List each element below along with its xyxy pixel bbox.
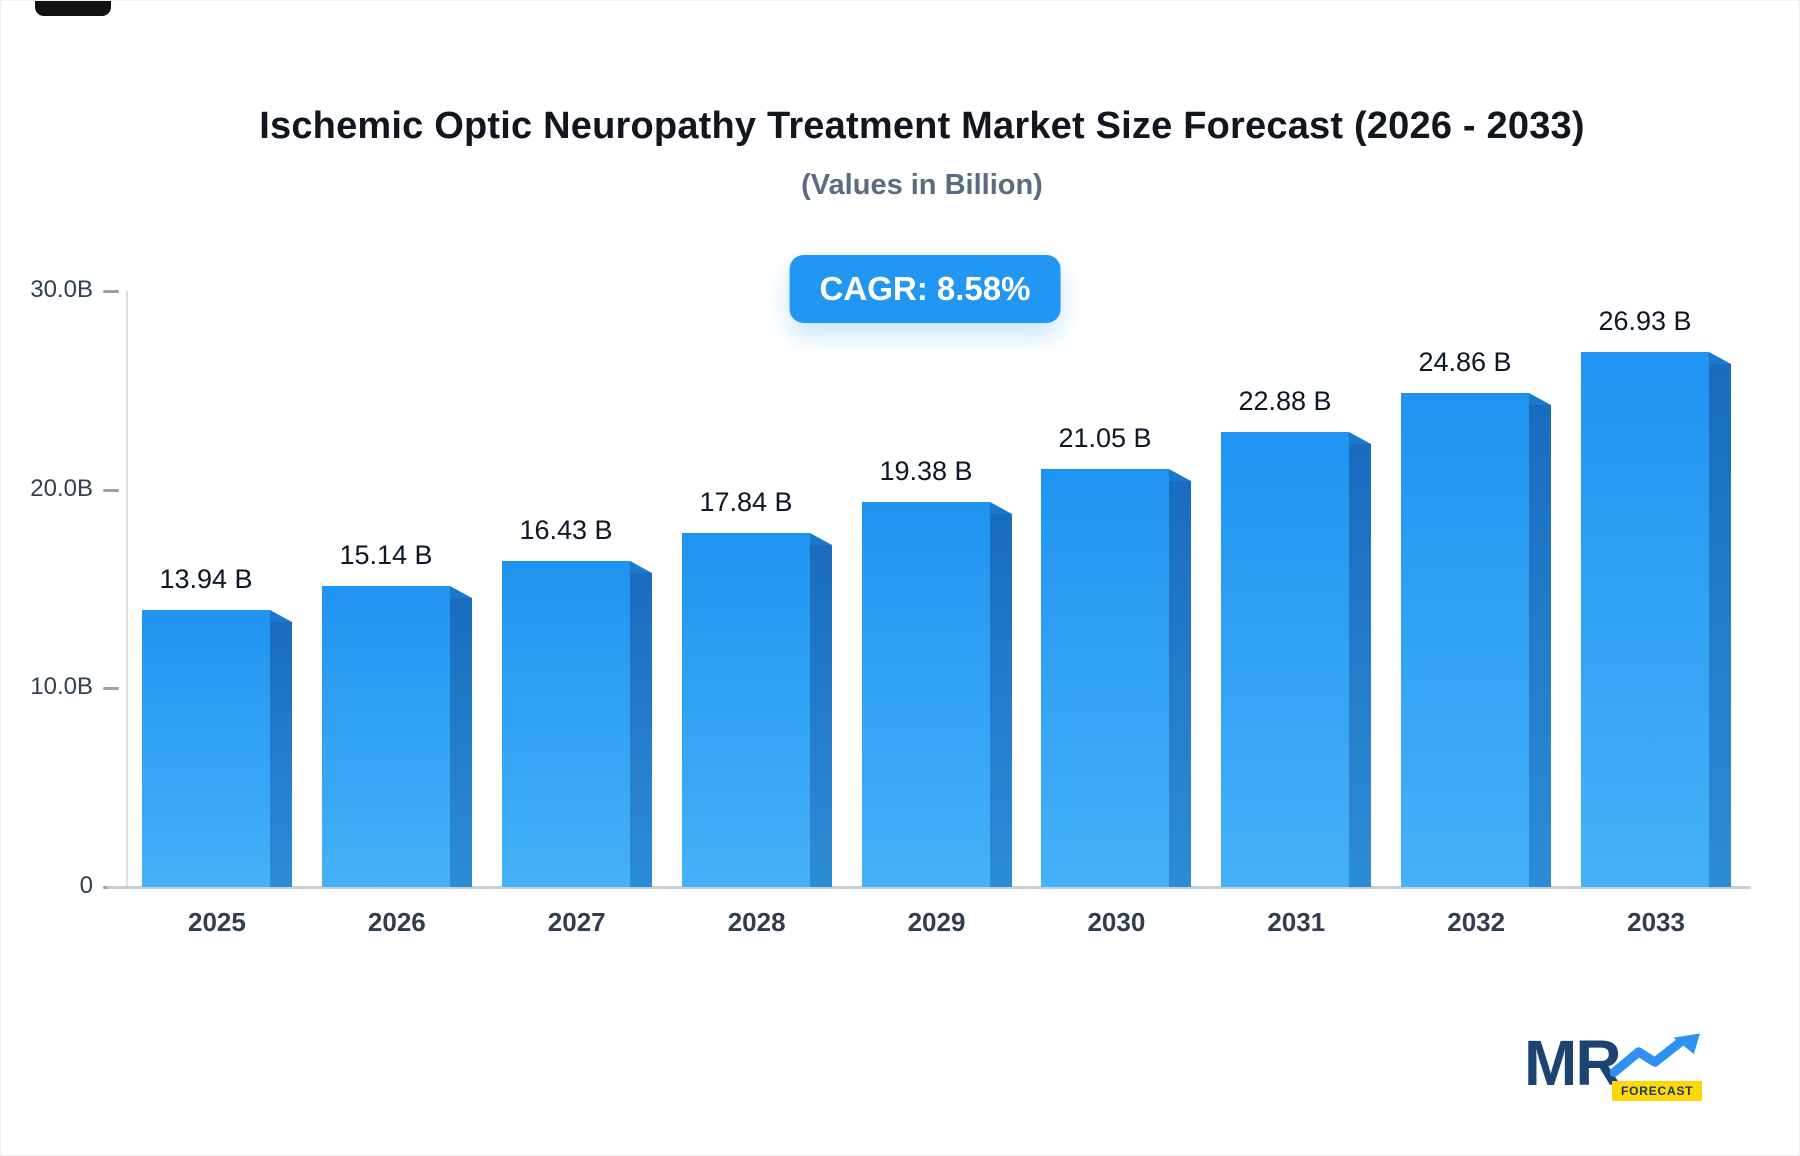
x-tick-label-2025: 2025 — [188, 907, 246, 937]
bar-side-2031 — [1349, 444, 1371, 887]
bar-2032 — [1401, 393, 1529, 887]
y-tick-10.0B — [103, 687, 119, 691]
brand-logo-text: MR — [1524, 1027, 1622, 1099]
bar-value-label-2026: 15.14 B — [339, 540, 433, 570]
bar-side-2032 — [1529, 405, 1551, 887]
bar-bevel-2026 — [450, 586, 472, 598]
bar-2026 — [322, 586, 450, 887]
chart-title: Ischemic Optic Neuropathy Treatment Mark… — [259, 105, 1585, 147]
bar-2027 — [502, 561, 630, 887]
x-tick-label-2027: 2027 — [547, 907, 606, 937]
bar-bevel-2025 — [270, 610, 292, 622]
bar-2030 — [1041, 469, 1169, 887]
bar-side-2027 — [630, 573, 652, 887]
bar-2028 — [682, 533, 810, 887]
bar-side-2030 — [1169, 481, 1191, 887]
y-tick-label-0: 0 — [79, 872, 93, 899]
bar-value-label-2032: 24.86 B — [1418, 347, 1512, 377]
bar-bevel-2029 — [990, 502, 1012, 514]
trend-up-arrow-icon — [1610, 1033, 1700, 1077]
bar-value-label-2030: 21.05 B — [1058, 423, 1152, 453]
y-tick-label-10.0B: 10.0B — [30, 673, 93, 701]
bar-2033 — [1581, 352, 1709, 887]
y-axis-line — [126, 291, 128, 887]
bar-value-label-2027: 16.43 B — [519, 515, 613, 545]
x-tick-label-2028: 2028 — [727, 907, 786, 937]
bar-bevel-2028 — [810, 533, 832, 545]
bar-bevel-2030 — [1169, 469, 1191, 481]
y-tick-label-30.0B: 30.0B — [30, 276, 93, 303]
bar-value-label-2029: 19.38 B — [879, 456, 973, 486]
chart-subtitle: (Values in Billion) — [801, 169, 1043, 201]
top-left-notch — [35, 1, 111, 16]
bar-value-label-2028: 17.84 B — [699, 487, 793, 517]
bar-side-2026 — [450, 598, 472, 887]
x-axis-baseline — [107, 886, 1751, 889]
bar-side-2029 — [990, 514, 1012, 887]
bar-bevel-2033 — [1709, 352, 1731, 364]
bar-bevel-2031 — [1349, 432, 1371, 444]
brand-logo-tagline: FORECAST — [1612, 1081, 1703, 1101]
x-tick-label-2026: 2026 — [367, 907, 426, 937]
bar-side-2025 — [270, 622, 292, 887]
y-tick-label-20.0B: 20.0B — [30, 474, 93, 502]
bar-bevel-2032 — [1529, 393, 1551, 405]
bar-side-2028 — [810, 545, 832, 887]
y-tick-30.0B — [103, 290, 119, 293]
cagr-badge: CAGR: 8.58% — [789, 255, 1061, 323]
x-tick-label-2031: 2031 — [1267, 907, 1326, 937]
bar-side-2033 — [1709, 364, 1731, 887]
bar-value-label-2025: 13.94 B — [159, 564, 253, 594]
brand-logo: MR FORECAST — [1524, 1025, 1714, 1111]
bar-2031 — [1221, 432, 1349, 887]
x-tick-label-2033: 2033 — [1627, 907, 1685, 937]
x-tick-label-2029: 2029 — [907, 907, 966, 937]
y-tick-20.0B — [103, 488, 119, 492]
bar-bevel-2027 — [630, 561, 652, 573]
x-tick-label-2030: 2030 — [1087, 907, 1146, 937]
bar-value-label-2031: 22.88 B — [1238, 386, 1332, 416]
bar-2029 — [862, 502, 990, 887]
bar-value-label-2033: 26.93 B — [1598, 306, 1692, 336]
bar-2025 — [142, 610, 270, 887]
x-tick-label-2032: 2032 — [1447, 907, 1506, 937]
